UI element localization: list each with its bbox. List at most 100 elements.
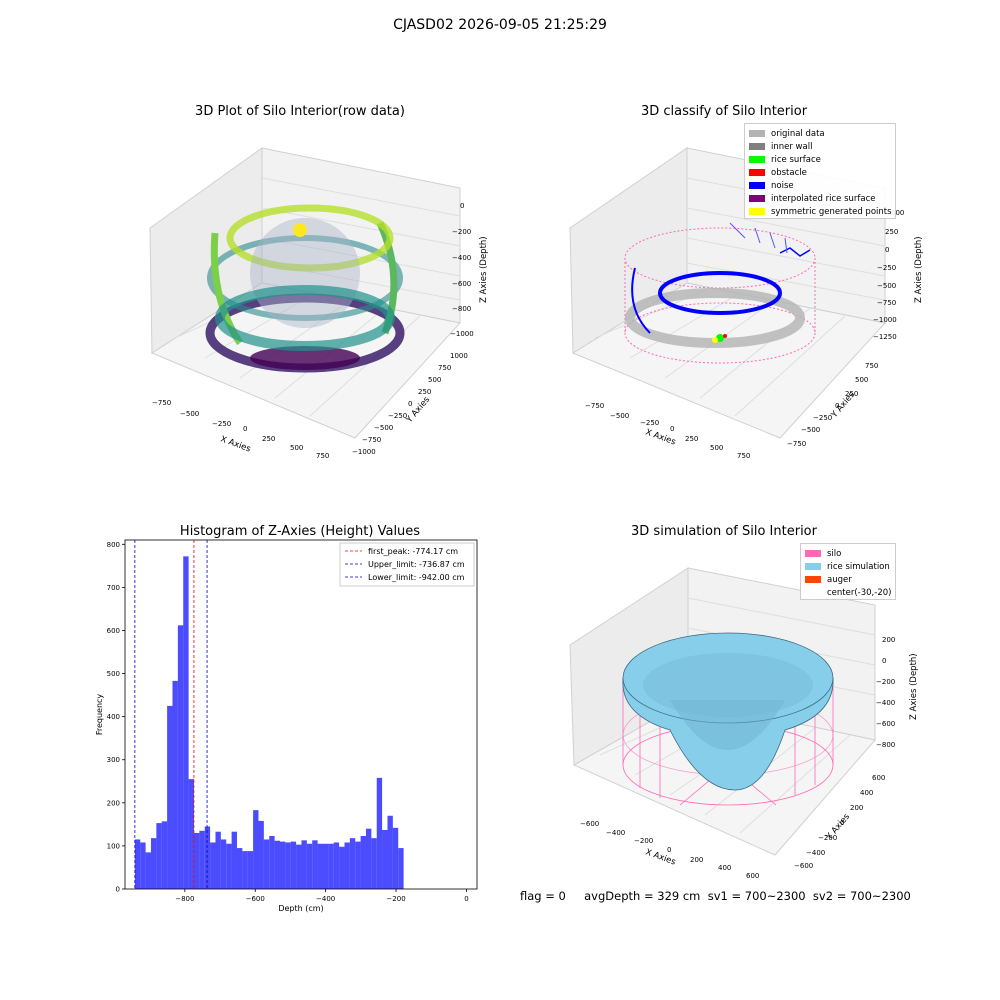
raw-ytick: 0 xyxy=(408,400,412,408)
simulation-legend-item: center(-30,-20) xyxy=(805,586,895,599)
classify-xtick: 250 xyxy=(685,435,698,443)
simulation-legend-label: silo xyxy=(827,548,842,559)
classify-ytick: 0 xyxy=(835,402,839,410)
simulation-ytick: 0 xyxy=(840,819,844,827)
raw-ytick: −500 xyxy=(374,424,393,432)
histogram-ytick-label: 0 xyxy=(116,886,120,894)
histogram-bar xyxy=(285,842,291,889)
classify-xtick: 750 xyxy=(737,452,750,460)
histogram-xtick-label: −200 xyxy=(386,895,405,903)
histogram-bar xyxy=(215,831,221,889)
histogram-bar xyxy=(210,842,216,889)
classify-legend-swatch xyxy=(749,195,765,202)
simulation-ytick: −600 xyxy=(794,862,813,870)
classify-ytick: −750 xyxy=(787,440,806,448)
classify-ztick: −750 xyxy=(877,299,896,307)
simulation-xtick: 400 xyxy=(718,864,731,872)
simulation-xtick: 600 xyxy=(746,872,759,880)
raw-ztick: −400 xyxy=(452,254,471,262)
histogram-bar xyxy=(231,831,237,889)
histogram-bar xyxy=(220,839,227,889)
raw-point-cloud xyxy=(205,204,405,373)
histogram-ytick-label: 100 xyxy=(107,842,120,850)
histogram-bar xyxy=(392,827,399,889)
status-footer: flag = 0 avgDepth = 329 cm sv1 = 700~230… xyxy=(520,889,911,903)
simulation-legend-label: rice simulation xyxy=(827,561,890,572)
raw-ztick: −1000 xyxy=(450,330,474,338)
histogram-title: Histogram of Z-Axies (Height) Values xyxy=(179,524,421,539)
raw-ztick: −600 xyxy=(452,280,471,288)
histogram-bar xyxy=(263,839,270,889)
simulation-plot-title: 3D simulation of Silo Interior xyxy=(631,524,817,539)
histogram-bar xyxy=(150,838,157,889)
classify-ytick: 750 xyxy=(865,362,878,370)
simulation-ztick: −600 xyxy=(876,720,895,728)
raw-ytick: −750 xyxy=(362,436,381,444)
histogram-bar xyxy=(269,836,275,889)
classify-point-cloud xyxy=(624,222,816,364)
classify-zlabel: Z Axies (Depth) xyxy=(914,236,924,303)
classify-legend-item: obstacle xyxy=(749,166,895,179)
simulation-legend: silo rice simulation auger center(-30,-20) xyxy=(800,543,896,600)
classify-legend-swatch xyxy=(749,182,765,189)
histogram-bar xyxy=(376,777,383,889)
classify-xtick: −250 xyxy=(640,419,659,427)
classify-xtick: 500 xyxy=(710,444,723,452)
histogram-bar xyxy=(344,842,350,889)
classify-legend-label: obstacle xyxy=(771,167,807,178)
histogram-bar xyxy=(193,832,200,889)
figure-suptitle: CJASD02 2026-09-05 21:25:29 xyxy=(393,17,607,33)
classify-xtick: −500 xyxy=(610,412,629,420)
histogram-legend-label: Upper_limit: -736.87 cm xyxy=(368,560,465,569)
simulation-xlabel: X Axies xyxy=(644,847,677,867)
simulation-ztick: 0 xyxy=(882,657,886,665)
classify-ztick: 0 xyxy=(885,246,889,254)
simulation-legend-swatch xyxy=(805,576,821,583)
raw-ytick: −250 xyxy=(388,412,407,420)
histogram-bar xyxy=(371,838,377,889)
simulation-xtick: −400 xyxy=(606,829,625,837)
classify-legend: original data inner wall rice surface obsta… xyxy=(744,123,896,219)
histogram-bar xyxy=(199,830,205,889)
classify-plot-title: 3D classify of Silo Interior xyxy=(640,104,808,119)
histogram-legend xyxy=(339,542,475,587)
histogram-bar xyxy=(236,848,243,889)
histogram-chart: −800 −600 −400 −200 0 0 100 200 300 400 500 600 700 8… xyxy=(95,539,478,913)
simulation-ytick: 400 xyxy=(860,789,873,797)
classify-legend-label: noise xyxy=(771,180,794,191)
simulation-xtick: −200 xyxy=(634,837,653,845)
simulation-legend-label: auger xyxy=(827,574,852,585)
histogram-bar xyxy=(360,836,366,889)
histogram-bar xyxy=(258,820,264,889)
classify-legend-item: inner wall xyxy=(749,140,895,153)
raw-ytick: 750 xyxy=(438,364,451,372)
classify-legend-swatch xyxy=(749,208,765,215)
simulation-xtick: 200 xyxy=(690,856,703,864)
simulation-ztick: −400 xyxy=(876,699,895,707)
classify-ytick: −250 xyxy=(813,414,832,422)
histogram-bar xyxy=(242,851,248,889)
classify-legend-item: symmetric generated points xyxy=(749,205,895,218)
histogram-bar xyxy=(140,842,146,889)
raw-ytick: 500 xyxy=(428,376,441,384)
histogram-ytick-label: 600 xyxy=(107,627,120,635)
histogram-ytick-label: 500 xyxy=(107,670,120,678)
histogram-bar xyxy=(317,843,323,889)
classify-ztick: −1000 xyxy=(873,316,897,324)
histogram-bar xyxy=(253,810,259,889)
histogram-bar xyxy=(387,815,393,889)
classify-legend-label: rice surface xyxy=(771,154,821,165)
simulation-legend-item: rice simulation xyxy=(805,560,895,573)
histogram-bar xyxy=(355,841,361,889)
simulation-legend-swatch xyxy=(805,563,821,570)
simulation-ylabel: Y Axies xyxy=(824,812,852,843)
raw-xtick: 0 xyxy=(243,425,247,433)
classify-ztick: −250 xyxy=(877,264,896,272)
classify-legend-item: interpolated rice surface xyxy=(749,192,895,205)
histogram-bar xyxy=(183,556,189,889)
classify-ylabel: Y Axies xyxy=(829,390,857,421)
simulation-xtick: −600 xyxy=(580,820,599,828)
histogram-bar xyxy=(161,821,168,889)
simulation-ztick: −200 xyxy=(876,678,895,686)
histogram-xlabel: Depth (cm) xyxy=(278,904,323,913)
